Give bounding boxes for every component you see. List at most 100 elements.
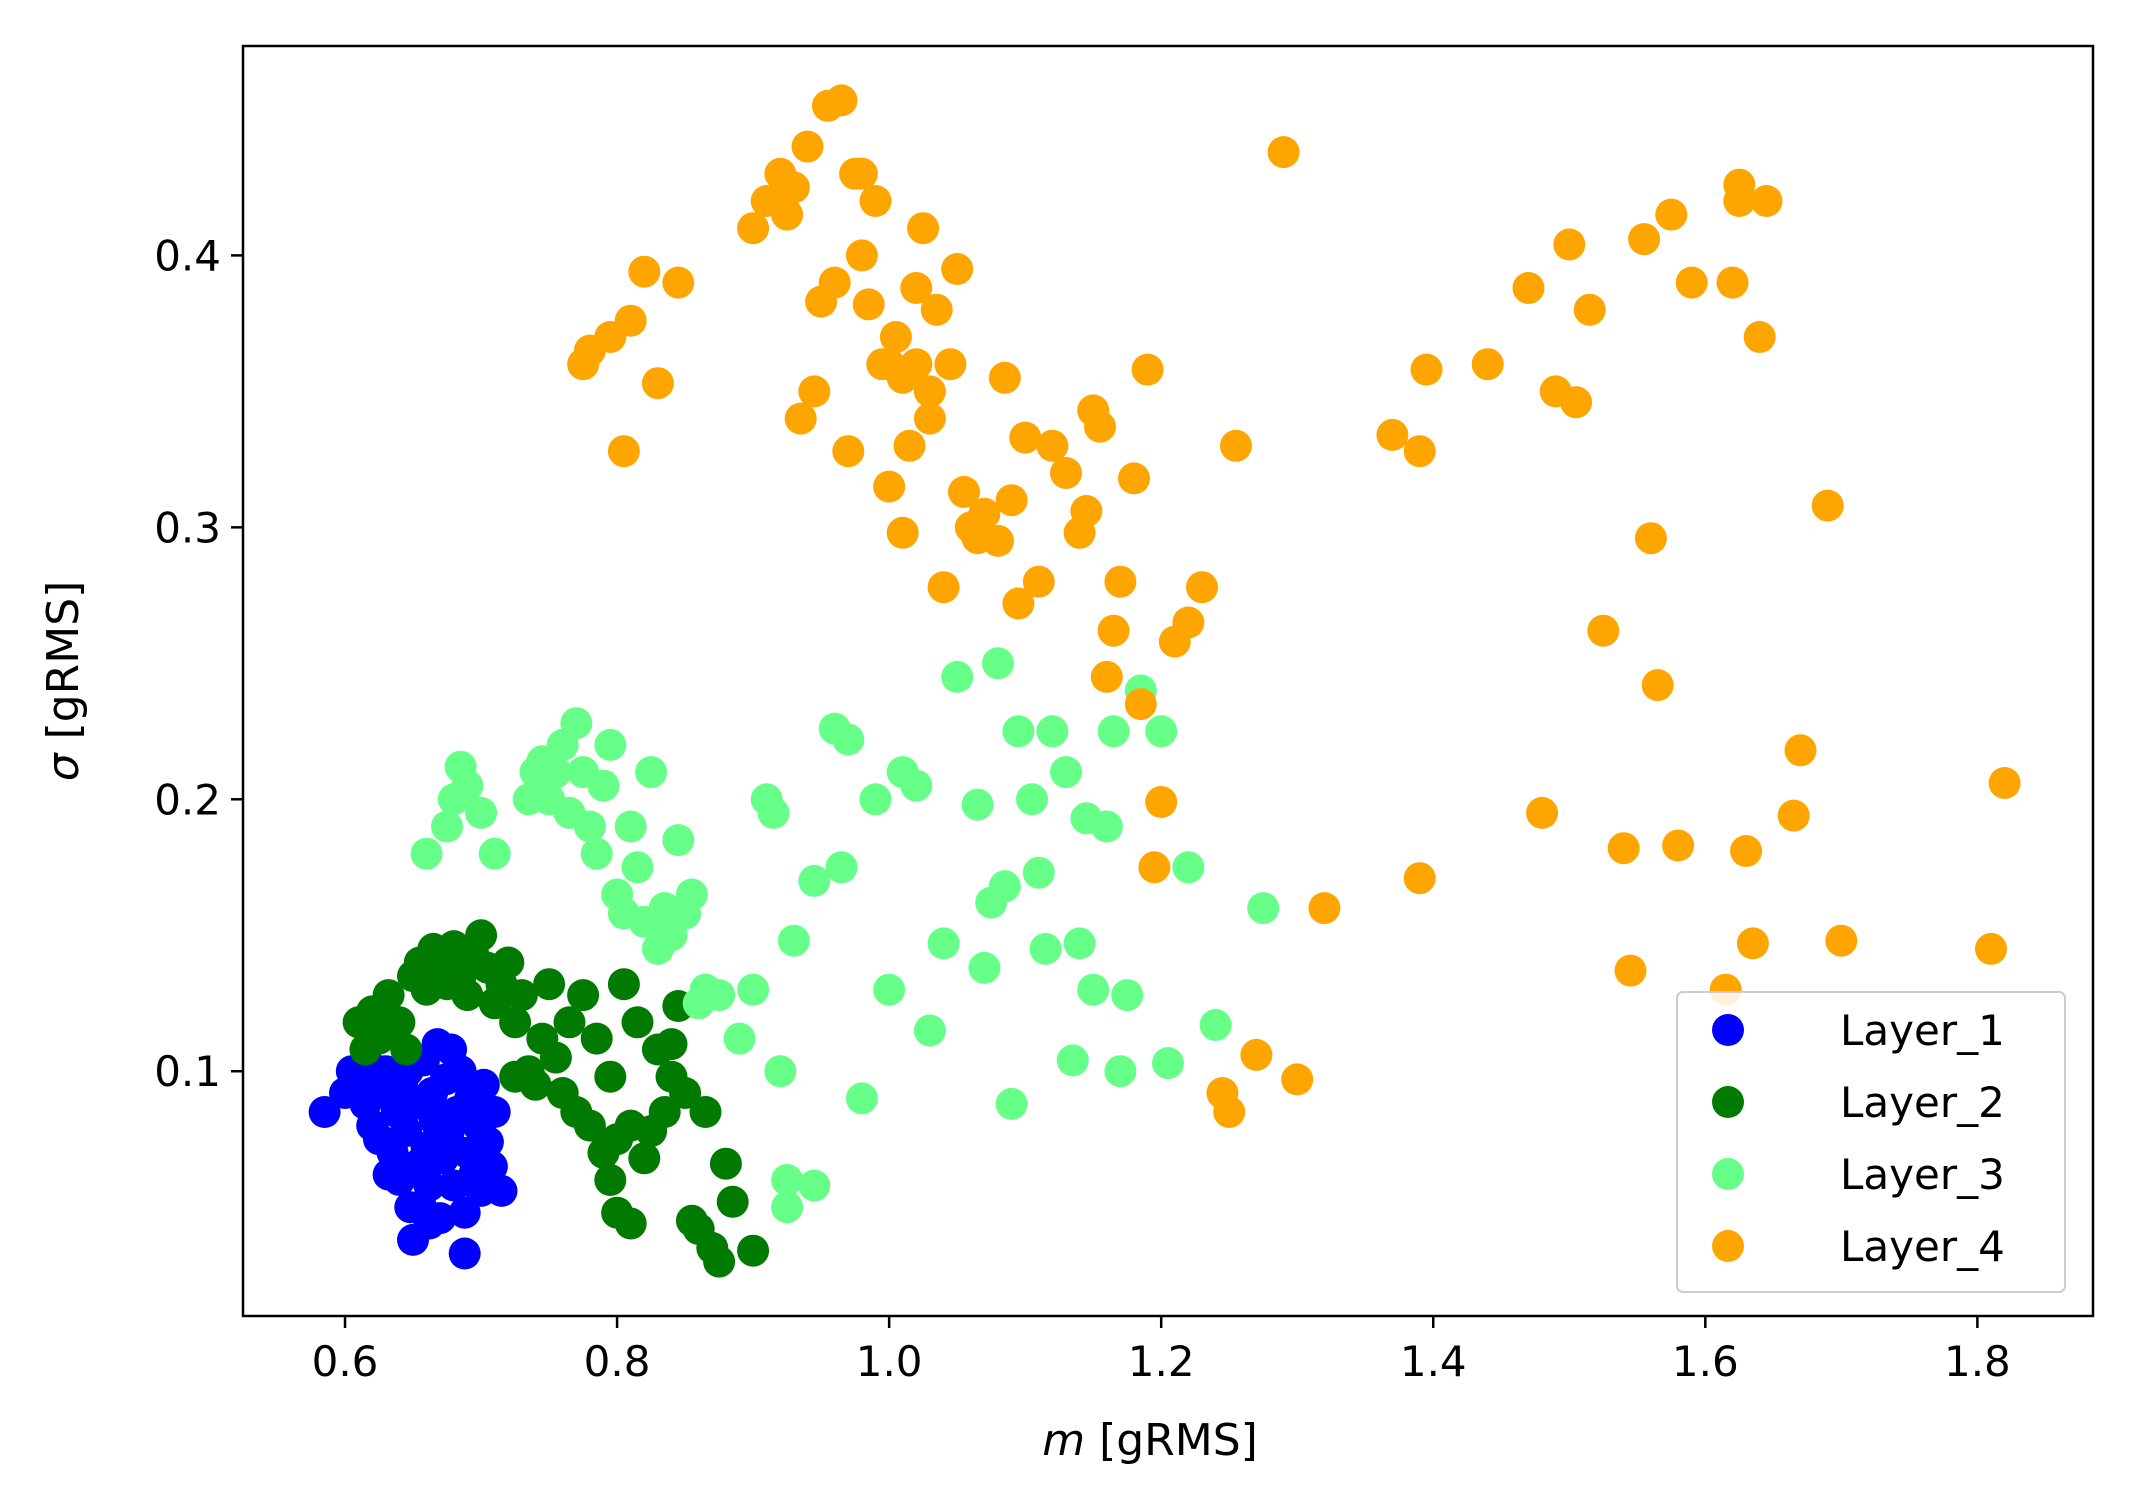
data-point	[825, 851, 858, 884]
data-point	[1090, 660, 1123, 693]
data-point	[451, 979, 484, 1012]
data-point	[784, 402, 817, 435]
data-point	[372, 1158, 405, 1191]
data-point	[737, 1234, 770, 1267]
data-point	[845, 157, 878, 190]
data-point	[845, 239, 878, 272]
data-point	[1975, 932, 2007, 965]
data-point	[798, 864, 831, 897]
data-point	[478, 1096, 511, 1128]
x-tick-label: 1.0	[856, 1337, 923, 1386]
data-point	[1016, 783, 1048, 816]
data-point	[410, 837, 443, 870]
x-tick-label: 1.8	[1944, 1337, 2011, 1386]
data-point	[1723, 168, 1756, 201]
series-Layer_1	[308, 1028, 518, 1270]
y-tick-label: 0.1	[154, 1047, 221, 1096]
series-Layer_3	[410, 647, 1280, 1224]
data-point	[1097, 715, 1130, 748]
data-point	[1628, 223, 1661, 256]
data-point	[669, 1077, 702, 1109]
data-point	[1090, 810, 1123, 843]
data-point	[689, 1096, 722, 1128]
data-point	[1526, 796, 1559, 829]
data-point	[1029, 932, 1062, 965]
data-point	[988, 361, 1021, 394]
x-tick-label: 0.8	[584, 1337, 651, 1386]
data-point	[1009, 421, 1042, 454]
data-point	[1036, 715, 1069, 748]
data-point	[1560, 386, 1593, 419]
series-Layer_2	[342, 919, 770, 1278]
data-point	[1376, 418, 1409, 451]
data-points	[308, 84, 2021, 1278]
data-point	[948, 476, 980, 508]
data-point	[873, 973, 906, 1006]
data-point	[709, 1147, 742, 1180]
data-point	[573, 810, 606, 843]
data-point	[832, 435, 865, 468]
data-point	[703, 1245, 736, 1278]
data-point	[941, 660, 974, 693]
legend-marker	[1712, 1014, 1744, 1046]
data-point	[1070, 495, 1103, 527]
data-point	[1056, 1044, 1089, 1077]
data-point	[607, 435, 640, 468]
data-point	[539, 756, 572, 789]
data-point	[1145, 715, 1178, 748]
data-point	[771, 1191, 804, 1224]
data-point	[825, 84, 858, 117]
data-point	[448, 1196, 481, 1229]
data-point	[1063, 927, 1096, 960]
data-point	[1220, 429, 1252, 462]
data-point	[1607, 832, 1640, 865]
data-point	[1172, 851, 1205, 884]
legend: Layer_1 Layer_2 Layer_3 Layer_4	[1676, 991, 2066, 1293]
data-point	[1825, 924, 1858, 957]
data-point	[1410, 353, 1443, 386]
data-point	[1641, 669, 1674, 702]
data-point	[1097, 614, 1130, 647]
legend-label: Layer_1	[1840, 1006, 2005, 1055]
data-point	[1172, 606, 1205, 639]
data-point	[614, 810, 647, 843]
data-point	[1743, 321, 1776, 353]
data-point	[628, 255, 661, 288]
data-point	[1614, 954, 1647, 987]
data-point	[607, 968, 640, 1001]
y-tick-label: 0.4	[154, 231, 221, 280]
y-axis: 0.1 0.2 0.3 0.4	[154, 231, 243, 1096]
data-point	[1050, 756, 1082, 789]
data-point	[635, 756, 668, 789]
data-point	[1403, 862, 1436, 895]
legend-marker	[1712, 1158, 1744, 1190]
data-point	[641, 367, 674, 400]
data-point	[968, 951, 1001, 984]
data-point	[757, 796, 790, 829]
data-point	[1553, 228, 1586, 261]
data-point	[1988, 767, 2021, 799]
data-point	[771, 1164, 804, 1196]
data-point	[791, 130, 824, 163]
data-point	[913, 402, 946, 435]
data-point	[1308, 892, 1341, 925]
data-point	[1213, 1096, 1246, 1128]
plot-frame	[241, 44, 2095, 1318]
data-point	[567, 979, 600, 1012]
data-point	[1777, 799, 1810, 832]
data-point	[1186, 571, 1218, 604]
data-point	[662, 824, 695, 857]
data-point	[961, 788, 994, 821]
data-point	[1022, 856, 1055, 889]
data-point	[478, 837, 511, 870]
data-point	[505, 979, 538, 1012]
data-point	[737, 212, 770, 245]
data-point	[723, 1022, 756, 1055]
data-point	[648, 1096, 681, 1128]
data-point	[1050, 457, 1082, 489]
data-point	[941, 253, 974, 285]
data-point	[1730, 835, 1763, 867]
data-point	[1077, 973, 1110, 1006]
data-point	[1104, 565, 1137, 598]
